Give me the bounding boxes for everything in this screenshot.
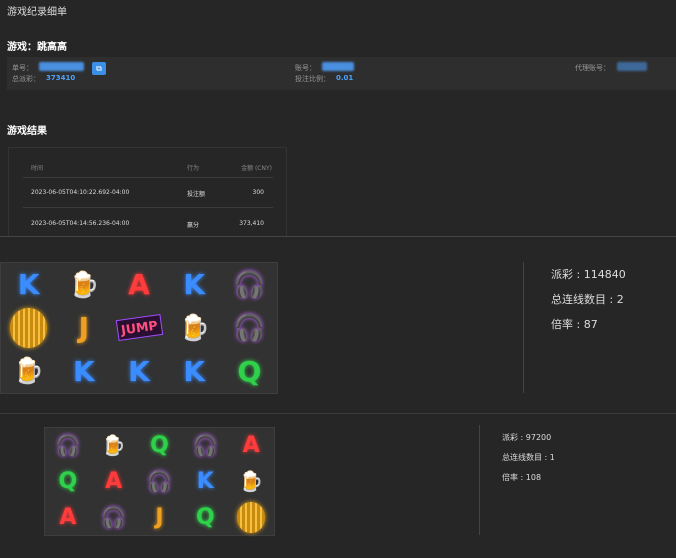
- beer-mug-icon: 🍺: [12, 356, 45, 386]
- results-table: 时间 行为 金额 (CNY) 2023-06-05T04:10:22.692-0…: [8, 147, 287, 237]
- total-payout-label: 总派彩：: [12, 75, 40, 83]
- agent-account-label: 代理账号：: [575, 64, 610, 72]
- symbol-k: K: [128, 354, 150, 388]
- row1-time: 2023-06-05T04:10:22.692-04:00: [31, 189, 130, 196]
- order-number-redacted: [39, 62, 84, 71]
- symbol-k: K: [183, 354, 206, 388]
- symbol-j: J: [78, 311, 89, 345]
- symbol-k: K: [183, 268, 206, 302]
- symbol-q: Q: [195, 504, 215, 530]
- section-divider: [0, 413, 676, 414]
- divider: [23, 207, 273, 208]
- divider: [523, 262, 524, 393]
- account-redacted: [322, 62, 354, 71]
- col-action: 行为: [187, 165, 200, 172]
- agent-account-redacted: [617, 62, 647, 71]
- game-name: 游戏：跳高高: [7, 42, 67, 53]
- symbol-k: K: [17, 268, 40, 302]
- headphones-icon: 🎧: [55, 434, 81, 458]
- symbol-k: K: [72, 354, 95, 388]
- spin-2-reels: 🎧 🍺 Q 🎧 A Q A 🎧 K 🍺 A 🎧 J Q: [44, 427, 275, 536]
- headphones-icon: 🎧: [233, 269, 266, 299]
- symbol-j: J: [155, 504, 164, 530]
- page-title: 游戏纪录细单: [7, 7, 67, 18]
- copy-icon[interactable]: ⧉: [92, 62, 106, 75]
- spin-1-rate: 倍率 : 87: [551, 318, 598, 331]
- symbol-k: K: [196, 468, 214, 494]
- row2-action: 赢分: [187, 222, 200, 229]
- section-divider: [0, 236, 676, 237]
- headphones-icon: 🎧: [233, 312, 266, 342]
- symbol-q: Q: [58, 468, 78, 494]
- symbol-a: A: [242, 433, 260, 459]
- symbol-q: Q: [150, 433, 169, 459]
- divider: [23, 177, 273, 178]
- symbol-q: Q: [237, 354, 262, 388]
- beer-mug-icon: 🍺: [101, 434, 127, 458]
- headphones-icon: 🎧: [192, 434, 218, 458]
- spin-1-payout: 派彩 : 114840: [551, 268, 626, 281]
- jump-wild-icon: JUMP: [115, 314, 163, 342]
- col-amount: 金额 (CNY): [241, 165, 272, 172]
- spin-2-rate: 倍率 : 108: [502, 473, 542, 482]
- bet-ratio-value: 0.01: [336, 74, 354, 82]
- disco-ball-icon: [236, 501, 266, 533]
- order-label: 单号：: [12, 64, 33, 72]
- info-bar: 单号： ⧉ 总派彩： 373410 账号： 投注比例： 0.01 代理账号：: [7, 57, 676, 90]
- beer-mug-icon: 🍺: [68, 269, 100, 299]
- headphones-icon: 🎧: [147, 469, 172, 493]
- total-payout-value: 373410: [46, 74, 76, 82]
- beer-mug-icon: 🍺: [178, 312, 210, 342]
- symbol-a: A: [105, 468, 123, 494]
- account-label: 账号：: [295, 64, 316, 72]
- row2-time: 2023-06-05T04:14:56.236-04:00: [31, 220, 130, 227]
- row1-action: 投注额: [187, 191, 206, 198]
- col-time: 时间: [31, 165, 44, 172]
- divider: [479, 425, 480, 535]
- spin-2-payout: 派彩 : 97200: [502, 433, 552, 442]
- symbol-a: A: [128, 268, 150, 302]
- row1-amount: 300: [252, 189, 264, 196]
- beer-mug-icon: 🍺: [238, 469, 264, 493]
- symbol-a: A: [59, 504, 77, 530]
- bet-ratio-label: 投注比例：: [295, 75, 330, 83]
- disco-ball-icon: [10, 308, 47, 348]
- spin-1-reels: K 🍺 A K 🎧 J JUMP 🍺 🎧 🍺 K K K Q: [0, 262, 278, 394]
- row2-amount: 373,410: [239, 220, 264, 227]
- spin-2-lines: 总连线数目 : 1: [502, 453, 555, 462]
- headphones-icon: 🎧: [101, 505, 127, 529]
- spin-1-lines: 总连线数目 : 2: [551, 293, 624, 306]
- results-title: 游戏结果: [7, 126, 47, 137]
